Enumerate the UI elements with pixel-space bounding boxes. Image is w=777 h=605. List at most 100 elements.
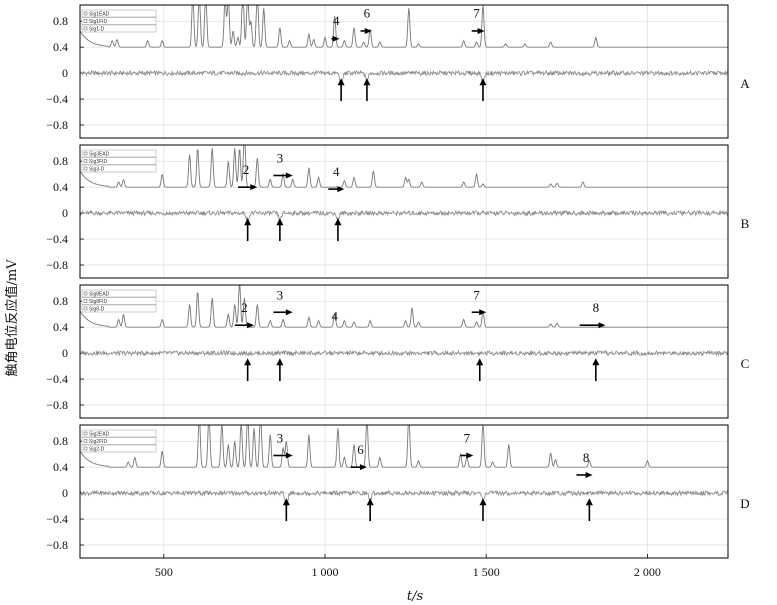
legend-entry: Sig8FID: [89, 299, 107, 305]
legend-swatch: [83, 151, 88, 156]
y-tick-label: 0: [62, 206, 68, 220]
compound-arrow-head: [477, 27, 485, 34]
x-axis-label: t/s: [407, 589, 424, 604]
legend-entry: Sig1-D: [89, 27, 105, 33]
y-tick-label: −0.8: [46, 118, 68, 132]
y-tick-label: 0: [62, 66, 68, 80]
compound-label: 4: [331, 309, 338, 324]
y-tick-label: −0.4: [46, 512, 68, 526]
compound-label: 4: [333, 164, 340, 179]
compound-arrow-head: [359, 464, 367, 471]
compound-arrow-head: [332, 35, 340, 42]
legend-box: [81, 437, 157, 445]
compound-arrow-head: [247, 322, 255, 329]
compound-label: 3: [277, 151, 284, 166]
x-tick-label: 500: [155, 565, 173, 579]
panel-letter: C: [741, 356, 750, 371]
panel-frame: [79, 4, 729, 139]
legend-swatch: [83, 291, 88, 296]
response-arrow-head: [479, 498, 487, 506]
panel-letter: A: [740, 76, 750, 91]
fid-trace: [79, 284, 728, 328]
compound-label: 8: [583, 450, 590, 465]
compound-label: 7: [464, 431, 471, 446]
legend-entry: Sig1EAD: [89, 12, 110, 18]
legend-entry: Sig3FID: [89, 159, 107, 165]
legend-box: [81, 164, 157, 173]
ead-trace: [79, 209, 729, 222]
legend-box: [81, 289, 157, 298]
compound-arrow-head: [598, 322, 606, 329]
y-tick-label: 0.8: [53, 294, 68, 308]
x-tick-label: 1 500: [473, 565, 500, 579]
fid-trace: [79, 4, 728, 48]
legend-box: [81, 17, 157, 25]
compound-arrow-head: [285, 172, 293, 179]
compound-arrow-head: [337, 186, 345, 193]
response-arrow-head: [276, 358, 284, 366]
compound-label: 2: [241, 300, 248, 315]
legend-swatch: [83, 306, 88, 311]
compound-arrow-head: [364, 27, 372, 34]
legend-swatch: [83, 11, 88, 16]
response-arrow-head: [244, 218, 252, 226]
legend-swatch: [83, 439, 88, 443]
y-tick-label: −0.4: [46, 232, 68, 246]
y-tick-label: −0.4: [46, 372, 68, 386]
legend-box: [81, 444, 157, 453]
legend-box: [81, 9, 157, 18]
legend-swatch: [83, 159, 88, 163]
x-tick-label: 1 000: [312, 565, 339, 579]
y-tick-label: 0.8: [53, 434, 68, 448]
legend-swatch: [83, 299, 88, 303]
legend-swatch: [83, 26, 88, 31]
response-arrow-head: [276, 218, 284, 226]
compound-label: 4: [333, 13, 340, 28]
legend-entry: Sig2FID: [89, 439, 107, 445]
legend-swatch: [83, 166, 88, 171]
y-axis-label: 触角电位反应值/mV: [4, 259, 20, 377]
legend-entry: Sig3EAD: [89, 152, 110, 158]
panels-layer: 0.80.40−0.4−0.846 7Sig1EADSig1FIDSig1-DA0…: [46, 4, 750, 559]
legend-box: [81, 157, 157, 165]
y-tick-label: 0.8: [53, 14, 68, 28]
compound-arrow-head: [250, 184, 258, 191]
fid-trace: [79, 144, 728, 188]
compound-label: 3: [277, 431, 284, 446]
ead-trace: [79, 489, 729, 507]
response-arrow-head: [244, 358, 252, 366]
panel-frame: [79, 284, 729, 419]
legend-box: [81, 429, 157, 438]
fid-trace: [79, 423, 728, 468]
y-tick-label: −0.8: [46, 258, 68, 272]
y-tick-label: 0.4: [53, 460, 68, 474]
response-arrow-head: [476, 358, 484, 366]
compound-arrow-head: [285, 309, 293, 316]
ead-trace: [79, 69, 729, 86]
compound-label: 7: [473, 287, 480, 302]
panel-letter: D: [740, 496, 749, 511]
response-arrow-head: [366, 498, 374, 506]
response-arrow-head: [282, 498, 290, 506]
legend-box: [81, 24, 157, 33]
legend-box: [81, 304, 157, 313]
response-arrow-head: [334, 218, 342, 226]
ead-trace: [79, 349, 729, 357]
compound-label: 6: [364, 5, 371, 20]
compound-label: 2: [243, 162, 250, 177]
compound-label: 7: [473, 5, 480, 20]
legend-entry: Sig8EAD: [89, 292, 110, 298]
compound-label: 6: [357, 442, 364, 457]
y-tick-label: −0.4: [46, 92, 68, 106]
y-tick-label: 0: [62, 486, 68, 500]
panel-letter: B: [741, 216, 750, 231]
legend-entry: Sig2EAD: [89, 432, 110, 438]
compound-label: 8: [593, 300, 600, 315]
response-arrow-head: [585, 498, 593, 506]
legend-entry: Sig8-D: [89, 307, 105, 313]
legend-box: [81, 297, 157, 305]
